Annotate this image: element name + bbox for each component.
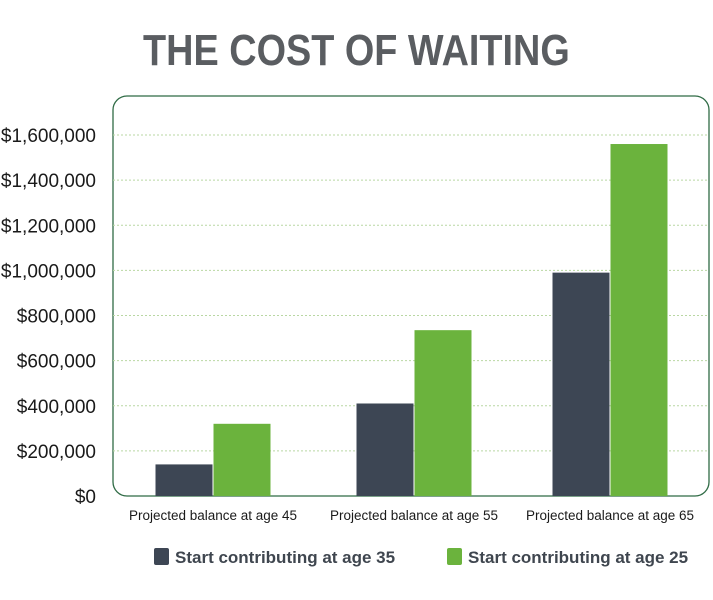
legend-label-age-35: Start contributing at age 35 xyxy=(175,548,395,567)
y-tick-label: $0 xyxy=(75,487,96,508)
y-tick-label: $800,000 xyxy=(17,307,96,328)
category-labels: Projected balance at age 45 Projected bal… xyxy=(129,508,694,523)
x-category-label: Projected balance at age 65 xyxy=(526,508,694,523)
bar-age-35-2 xyxy=(356,403,414,496)
legend: Start contributing at age 35 Start contri… xyxy=(154,548,688,567)
y-tick-label: $400,000 xyxy=(17,397,96,418)
legend-label-age-25: Start contributing at age 25 xyxy=(468,548,688,567)
bar-age-25-2 xyxy=(414,330,472,496)
chart-title: THE COST OF WAITING xyxy=(143,26,570,75)
legend-swatch-age-25 xyxy=(447,548,462,565)
bar-age-35-1 xyxy=(155,464,213,496)
bars xyxy=(155,144,668,496)
legend-swatch-age-35 xyxy=(154,548,169,565)
y-tick-label: $1,000,000 xyxy=(1,261,96,282)
y-axis-ticks: $0 $200,000 $400,000 $600,000 $800,000 $1,000… xyxy=(1,126,96,508)
y-tick-label: $1,600,000 xyxy=(1,126,96,147)
bar-age-25-1 xyxy=(213,423,271,496)
x-category-label: Projected balance at age 55 xyxy=(330,508,498,523)
bar-age-35-3 xyxy=(552,272,610,496)
y-tick-label: $200,000 xyxy=(17,442,96,463)
bar-age-25-3 xyxy=(610,144,668,496)
y-tick-label: $1,200,000 xyxy=(1,216,96,237)
y-tick-label: $1,400,000 xyxy=(1,171,96,192)
y-tick-label: $600,000 xyxy=(17,352,96,373)
x-category-label: Projected balance at age 45 xyxy=(129,508,297,523)
